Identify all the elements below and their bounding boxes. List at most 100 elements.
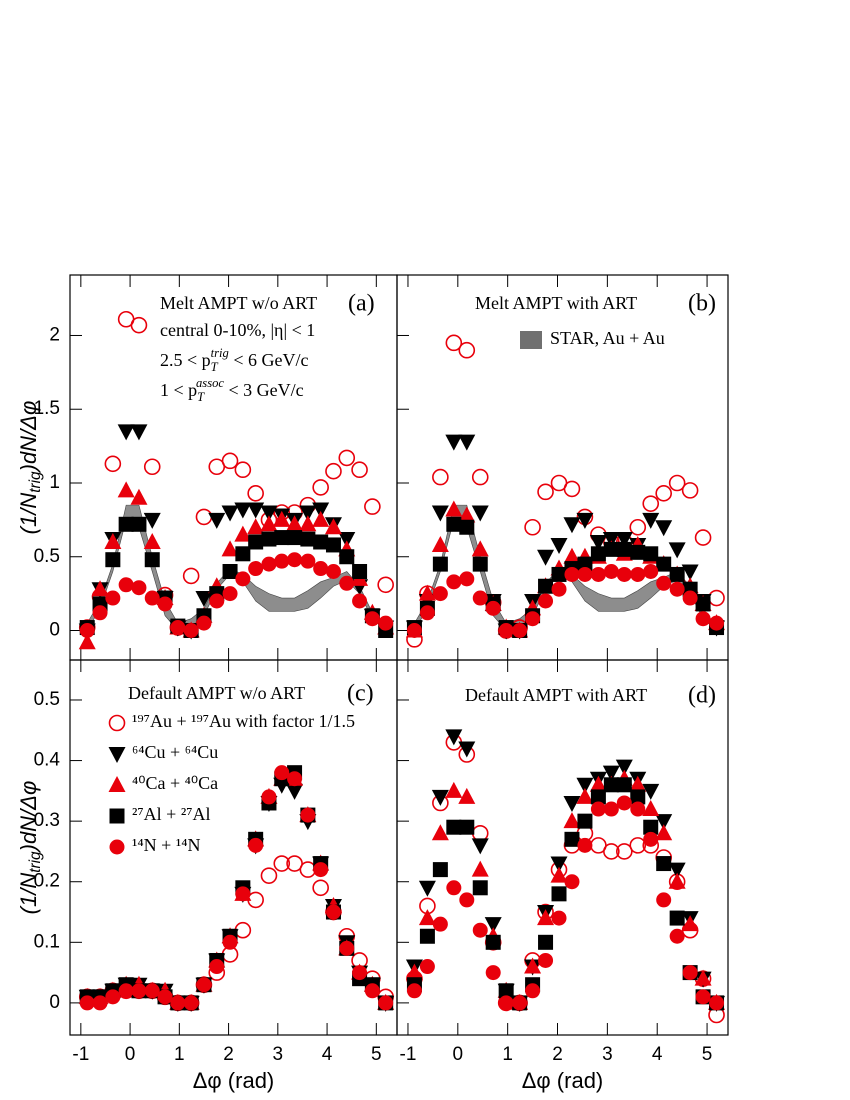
- marker: [405, 963, 423, 980]
- marker: [656, 892, 672, 908]
- marker: [550, 866, 568, 883]
- marker: [564, 566, 580, 582]
- marker: [105, 989, 121, 1005]
- marker: [643, 546, 659, 562]
- marker: [694, 529, 712, 546]
- y-tick-label: 1.5: [34, 398, 60, 419]
- marker: [576, 512, 594, 529]
- x-tick-label: 0: [125, 1044, 136, 1065]
- marker: [472, 556, 488, 572]
- marker: [338, 449, 356, 467]
- panel-title: Melt AMPT with ART: [475, 293, 637, 313]
- marker: [485, 934, 501, 950]
- text-part: < 3 GeV/c: [224, 380, 304, 400]
- marker: [459, 892, 475, 908]
- x-tick-label: 5: [702, 1044, 713, 1065]
- marker: [590, 789, 606, 805]
- marker: [577, 556, 593, 572]
- marker: [630, 789, 646, 805]
- marker: [602, 765, 620, 782]
- marker: [222, 934, 238, 950]
- marker: [324, 518, 342, 535]
- marker: [287, 771, 303, 787]
- marker: [144, 590, 160, 606]
- marker: [431, 505, 449, 522]
- marker: [130, 488, 148, 505]
- marker: [564, 831, 580, 847]
- annotation: 2.5 < pTtrig < 6 GeV/c: [160, 346, 309, 374]
- marker: [117, 424, 135, 441]
- marker: [118, 516, 134, 532]
- marker: [419, 605, 435, 621]
- marker: [695, 596, 711, 612]
- marker: [338, 532, 356, 549]
- marker: [286, 783, 304, 800]
- marker: [537, 549, 555, 566]
- marker: [642, 512, 660, 529]
- text-part: 1 < p: [160, 380, 197, 400]
- marker: [195, 591, 213, 608]
- marker: [131, 580, 147, 596]
- marker: [118, 983, 134, 999]
- marker: [418, 584, 436, 601]
- marker: [577, 813, 593, 829]
- marker: [576, 777, 594, 794]
- text-part: )dN/Δφ: [16, 781, 41, 855]
- marker: [629, 775, 647, 792]
- marker: [563, 547, 581, 564]
- marker: [695, 989, 711, 1005]
- text-part: (1/N: [16, 493, 41, 535]
- x-axis-label: Δφ (rad): [522, 1068, 604, 1093]
- marker: [485, 600, 501, 616]
- marker: [157, 596, 173, 612]
- marker: [406, 622, 422, 638]
- x-tick-label: 0: [453, 1044, 464, 1065]
- marker: [445, 434, 463, 451]
- marker: [445, 334, 463, 352]
- marker: [563, 795, 581, 812]
- marker: [221, 505, 239, 522]
- marker: [538, 578, 554, 594]
- marker: [274, 765, 290, 781]
- marker: [170, 620, 186, 636]
- marker: [471, 860, 489, 877]
- marker: [590, 801, 606, 817]
- marker: [668, 862, 686, 879]
- marker: [92, 995, 108, 1011]
- marker: [209, 959, 225, 975]
- marker: [406, 983, 422, 999]
- marker: [432, 556, 448, 572]
- marker: [615, 759, 633, 776]
- marker: [445, 500, 463, 517]
- marker: [458, 341, 476, 359]
- marker: [313, 561, 329, 577]
- marker: [445, 729, 463, 746]
- panel-title: Melt AMPT w/o ART: [160, 293, 317, 313]
- marker: [78, 633, 96, 650]
- marker: [418, 880, 436, 897]
- marker: [656, 575, 672, 591]
- marker: [432, 916, 448, 932]
- marker: [364, 498, 381, 515]
- marker: [222, 563, 238, 579]
- marker: [79, 995, 95, 1011]
- marker: [471, 468, 489, 486]
- marker: [222, 586, 238, 602]
- marker: [498, 983, 514, 999]
- marker: [603, 563, 619, 579]
- marker: [418, 909, 436, 926]
- marker: [313, 862, 329, 878]
- marker: [655, 520, 673, 537]
- marker: [668, 542, 686, 559]
- marker: [431, 824, 449, 841]
- subscript: T: [197, 390, 205, 404]
- marker: [312, 510, 330, 527]
- marker: [300, 531, 316, 547]
- y-tick-label: 0.1: [34, 931, 60, 952]
- marker: [681, 564, 699, 581]
- marker: [286, 515, 304, 532]
- marker: [551, 581, 567, 597]
- marker: [669, 928, 685, 944]
- y-axis-label: (1/Ntrig)dN/Δφ: [16, 401, 44, 535]
- marker: [512, 622, 528, 638]
